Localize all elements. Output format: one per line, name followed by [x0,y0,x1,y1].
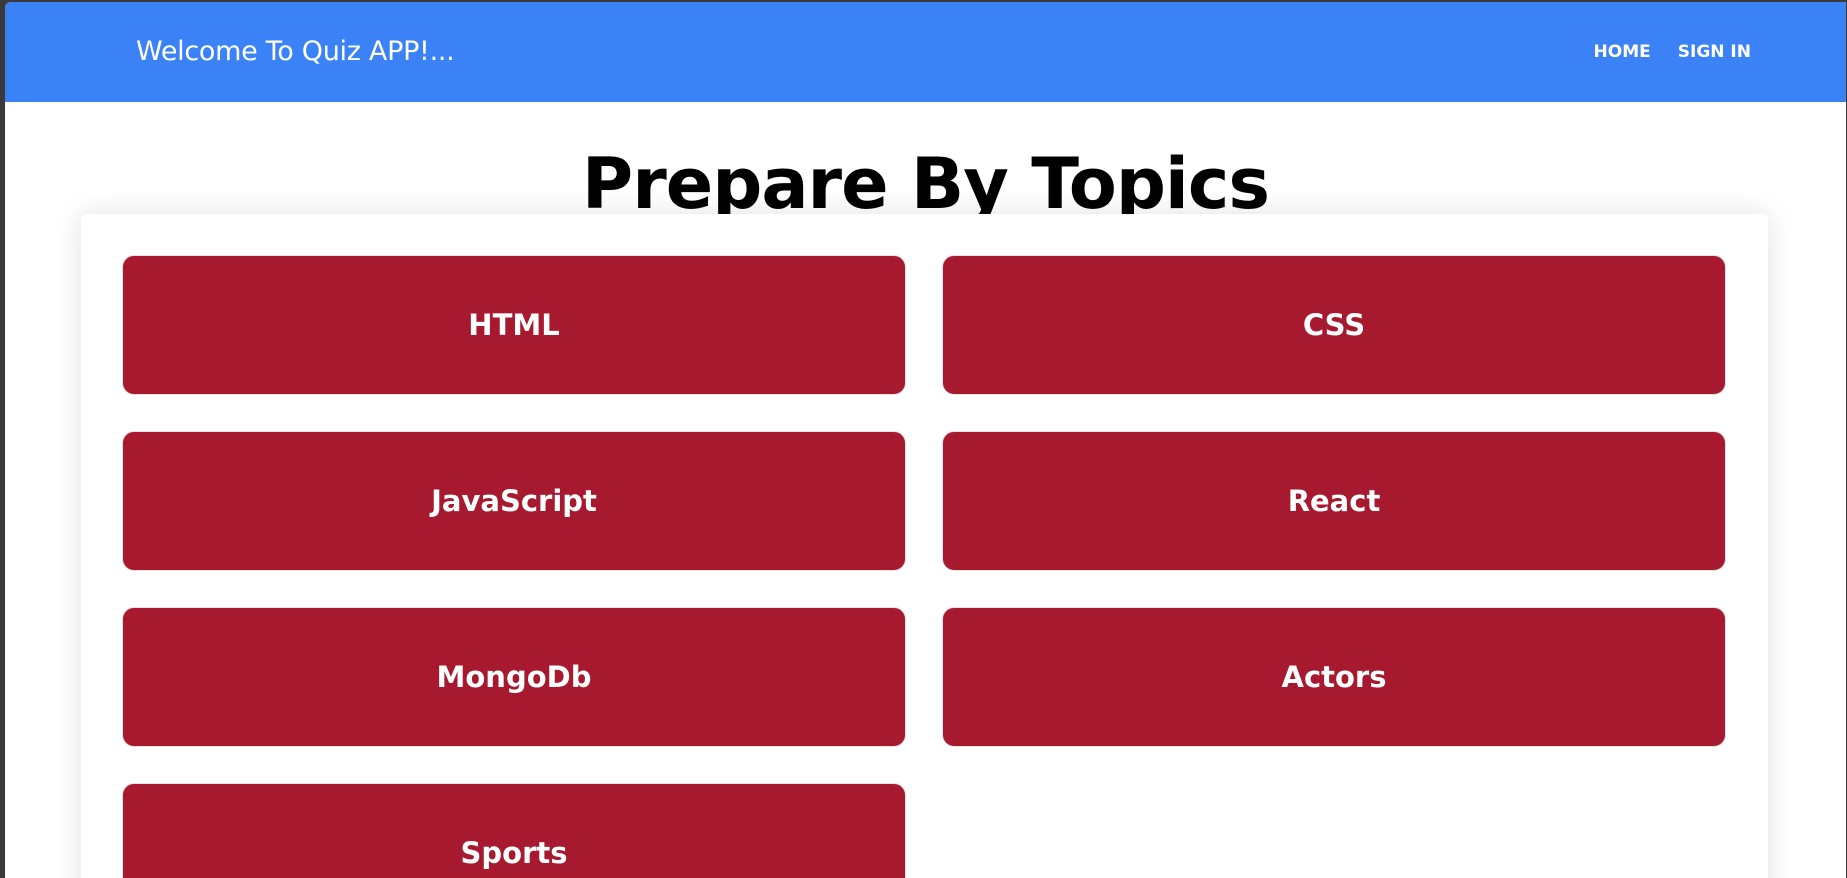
topic-label: HTML [468,308,560,342]
topic-card-actors[interactable]: Actors [942,607,1726,747]
nav-home-link[interactable]: HOME [1593,42,1651,62]
topic-card-sports[interactable]: Sports [122,783,906,878]
nav-sign-in-link[interactable]: SIGN IN [1677,42,1751,62]
topic-label: Actors [1281,660,1387,694]
topic-card-mongodb[interactable]: MongoDb [122,607,906,747]
browser-viewport: Welcome To Quiz APP!... HOME SIGN IN Pre… [5,2,1846,878]
page-title: Prepare By Topics [581,143,1270,225]
topic-card-react[interactable]: React [942,431,1726,571]
topic-label: JavaScript [431,484,597,518]
topic-grid: HTML CSS JavaScript React MongoDb Actors… [122,255,1726,878]
navbar: Welcome To Quiz APP!... HOME SIGN IN [5,2,1846,102]
topics-panel: HTML CSS JavaScript React MongoDb Actors… [81,214,1768,878]
topic-card-css[interactable]: CSS [942,255,1726,395]
topic-label: React [1287,484,1381,518]
topic-card-html[interactable]: HTML [122,255,906,395]
brand-title: Welcome To Quiz APP!... [136,36,455,67]
topic-label: MongoDb [436,660,592,694]
topic-label: Sports [460,836,568,870]
topic-card-javascript[interactable]: JavaScript [122,431,906,571]
topic-label: CSS [1302,308,1366,342]
nav-links: HOME SIGN IN [1594,42,1751,62]
